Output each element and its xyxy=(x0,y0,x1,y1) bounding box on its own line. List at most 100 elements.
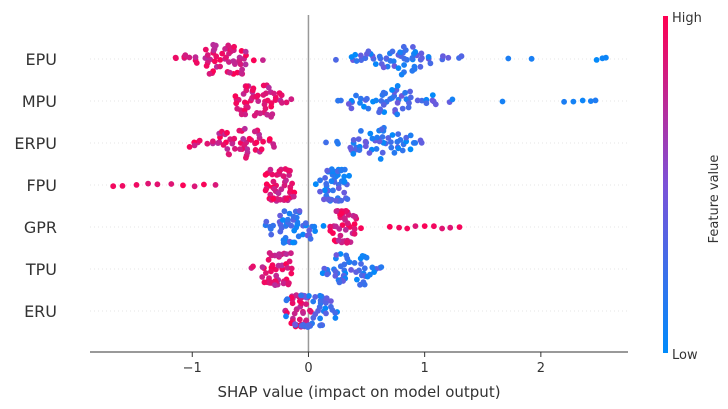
shap-point xyxy=(328,178,335,185)
shap-point xyxy=(399,105,406,112)
shap-point xyxy=(292,321,298,328)
shap-point xyxy=(312,228,318,235)
shap-point xyxy=(344,196,351,203)
shap-point xyxy=(325,196,332,203)
shap-point xyxy=(242,61,249,68)
shap-point xyxy=(267,226,274,232)
shap-point xyxy=(358,225,364,232)
shap-point xyxy=(350,150,357,157)
shap-point xyxy=(351,260,358,266)
shap-point xyxy=(386,223,393,230)
shap-point xyxy=(322,175,328,181)
x-tick-label: 2 xyxy=(537,361,545,376)
shap-point xyxy=(280,239,287,246)
shap-point xyxy=(186,144,193,150)
feature-label-epu: EPU xyxy=(26,50,57,69)
shap-point xyxy=(429,97,436,104)
shap-point xyxy=(429,92,436,98)
shap-point xyxy=(389,132,396,138)
shap-point xyxy=(191,142,198,149)
shap-point xyxy=(400,43,407,50)
shap-point xyxy=(404,225,411,232)
shap-point xyxy=(456,224,463,231)
shap-point xyxy=(204,52,211,58)
shap-point xyxy=(283,251,290,257)
shap-point xyxy=(344,239,350,246)
shap-point xyxy=(395,65,402,71)
shap-point xyxy=(431,223,437,230)
shap-point xyxy=(388,139,394,146)
shap-point xyxy=(592,97,599,104)
shap-point xyxy=(350,137,357,143)
shap-point xyxy=(307,235,314,242)
shap-point xyxy=(365,48,372,55)
shap-point xyxy=(358,260,364,267)
shap-point xyxy=(380,101,387,108)
shap-point xyxy=(204,140,211,147)
shap-point xyxy=(587,98,594,104)
shap-point xyxy=(224,146,231,152)
shap-point xyxy=(212,182,219,188)
shap-point xyxy=(261,279,268,286)
shap-point xyxy=(398,71,405,78)
shap-point xyxy=(409,67,416,74)
shap-point xyxy=(334,138,340,145)
colorbar-low-label: Low xyxy=(672,348,698,363)
shap-point xyxy=(288,250,294,257)
shap-point xyxy=(406,100,412,106)
shap-point xyxy=(417,63,424,70)
shap-point xyxy=(366,150,373,156)
shap-point xyxy=(403,134,410,141)
shap-point xyxy=(391,149,398,156)
shap-point xyxy=(216,139,223,146)
shap-point xyxy=(339,222,346,229)
shap-points xyxy=(110,41,609,330)
shap-point xyxy=(399,147,406,154)
shap-point xyxy=(266,250,273,256)
shap-point xyxy=(193,60,200,66)
shap-point xyxy=(300,231,306,238)
shap-point xyxy=(263,270,269,276)
shap-point xyxy=(251,128,258,135)
shap-point xyxy=(291,227,298,234)
shap-point xyxy=(182,52,189,59)
shap-point xyxy=(293,292,300,299)
shap-point xyxy=(300,310,306,316)
shap-point xyxy=(270,196,277,202)
shap-point xyxy=(192,54,199,61)
shap-point xyxy=(331,237,338,244)
shap-point xyxy=(310,314,317,321)
shap-point xyxy=(321,187,328,194)
shap-point xyxy=(330,230,336,237)
shap-point xyxy=(341,173,348,180)
shap-point xyxy=(423,100,430,107)
shap-point xyxy=(288,265,295,272)
x-tick-label: 0 xyxy=(304,361,312,376)
shap-point xyxy=(505,55,512,62)
shap-point xyxy=(394,111,401,118)
shap-point xyxy=(269,171,276,178)
shap-point xyxy=(377,156,384,162)
shap-point xyxy=(351,221,358,228)
shap-point xyxy=(259,264,266,270)
shap-point xyxy=(257,110,264,117)
shap-point xyxy=(241,125,248,132)
shap-point xyxy=(260,57,266,63)
shap-point xyxy=(323,299,329,306)
shap-point xyxy=(359,253,366,259)
shap-point xyxy=(259,274,266,280)
shap-point xyxy=(317,177,323,184)
colorbar-high-label: High xyxy=(672,11,702,26)
shap-point xyxy=(312,294,319,300)
shap-point xyxy=(357,100,363,106)
shap-point xyxy=(374,134,380,141)
shap-point xyxy=(332,315,339,321)
shap-point xyxy=(362,138,369,145)
shap-point xyxy=(335,97,341,104)
shap-point xyxy=(378,126,385,133)
shap-point xyxy=(603,54,609,61)
shap-point xyxy=(421,223,428,230)
shap-point xyxy=(217,63,224,70)
shap-point xyxy=(253,139,260,146)
